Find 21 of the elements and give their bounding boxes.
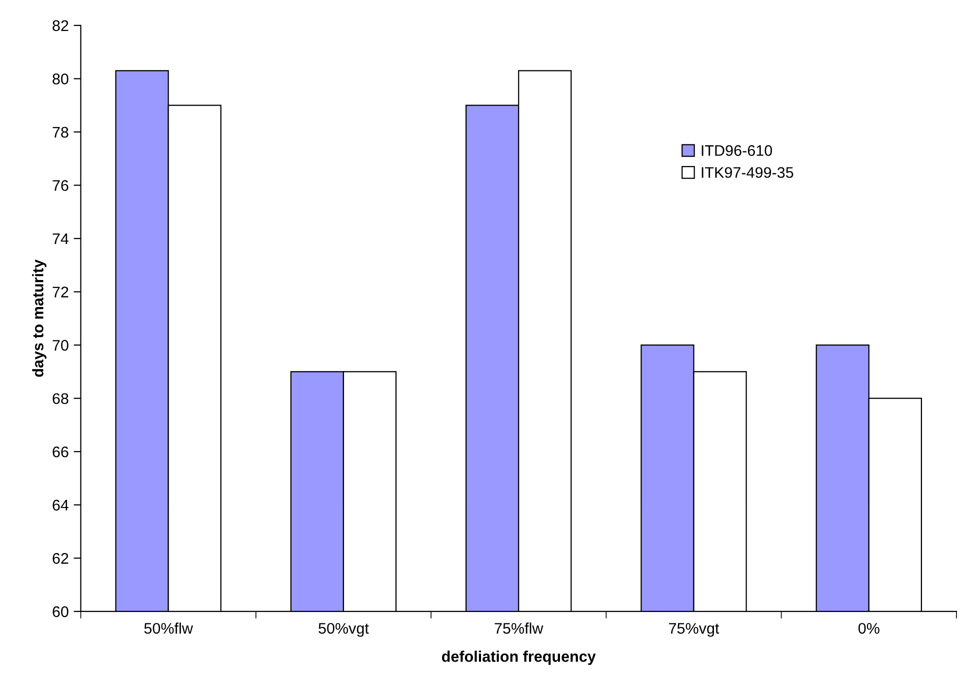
- legend-label: ITD96-610: [702, 145, 772, 156]
- y-tick-label: 74: [52, 234, 69, 244]
- x-tick-label: 75%flw: [494, 622, 544, 634]
- x-tick-label: 50%vgt: [318, 622, 369, 637]
- y-axis-title: days to maturity: [32, 260, 46, 377]
- x-tick-label: 75%vgt: [669, 623, 720, 637]
- y-tick-label: 68: [52, 393, 68, 404]
- y-tick-label: 80: [52, 74, 68, 84]
- x-tick-label: 0%: [858, 622, 880, 634]
- y-tick-label: 60: [52, 606, 68, 618]
- y-tick-label: 62: [52, 553, 68, 564]
- y-tick-label: 76: [52, 180, 68, 191]
- y-tick-label: 66: [52, 446, 68, 458]
- y-tick-label: 82: [52, 20, 68, 32]
- y-tick-label: 70: [52, 340, 68, 351]
- x-axis-title: defoliation frequency: [442, 650, 596, 665]
- legend-label: ITK97-499-35: [702, 167, 794, 178]
- y-tick-label: 78: [52, 126, 68, 138]
- y-tick-label: 72: [52, 286, 68, 298]
- y-tick-label: 64: [52, 500, 69, 511]
- x-tick-label: 50%flw: [144, 622, 193, 634]
